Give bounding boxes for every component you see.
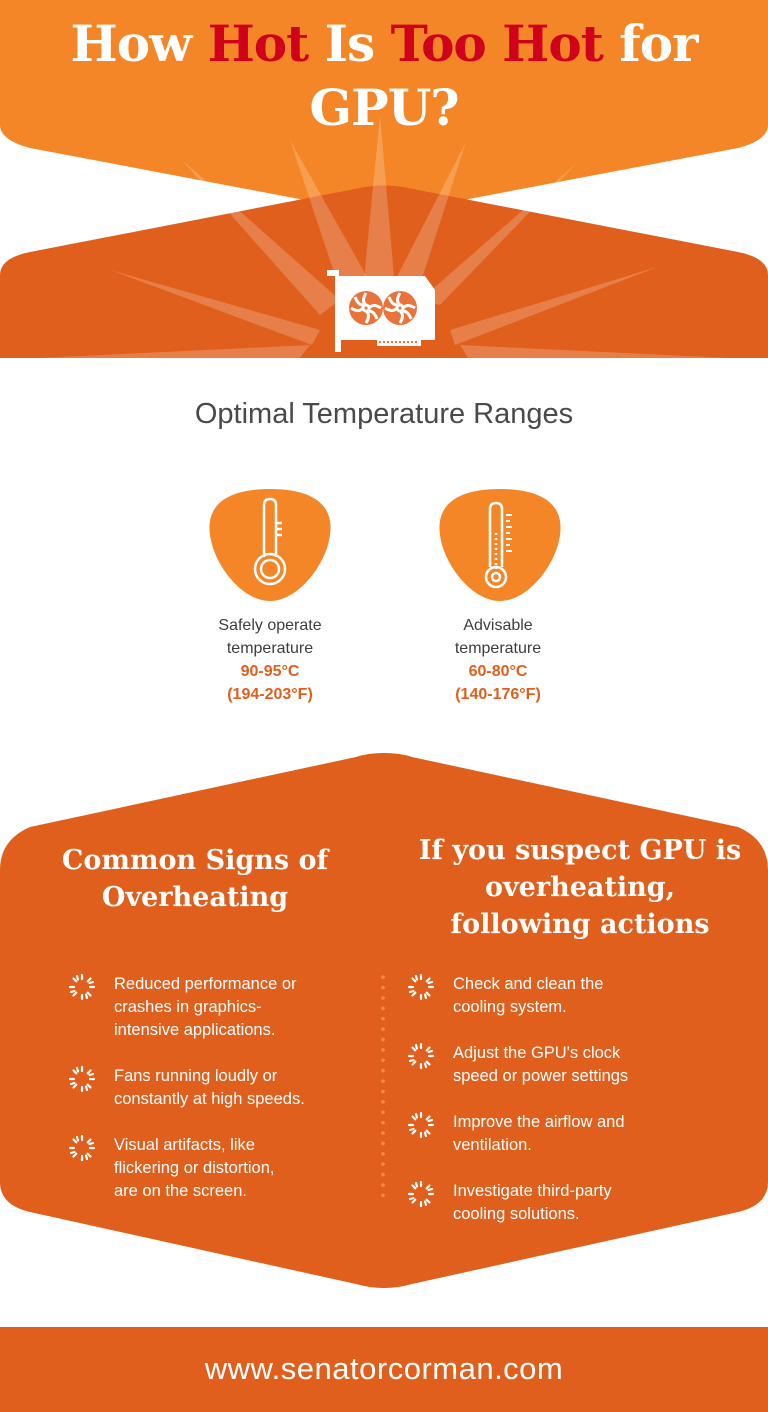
dotted-divider [380,972,386,1200]
range-label: Advisable [463,617,533,634]
optimal-temperature-heading: Optimal Temperature Ranges [194,398,574,430]
title-word: How [70,14,208,73]
list-item: Visual artifacts, like flickering or dis… [64,1134,364,1203]
spinner-icon [407,1111,435,1139]
spinner-icon [68,1134,96,1162]
heading-line: overheating, [484,872,676,903]
footer: www.senatorcorman.com [0,1327,768,1412]
range-celsius: 90-95°C [240,663,300,680]
actions-list: Check and clean the cooling system. Adju… [403,973,723,1226]
website-link[interactable]: www.senatorcorman.com [204,1351,564,1386]
signs-list: Reduced performance or crashes in graphi… [64,973,364,1203]
item-text: constantly at high speeds. [114,1090,305,1108]
item-text: Check and clean the [453,975,604,993]
title-highlight: Hot [207,14,310,73]
heading-line: If you suspect GPU is [418,835,742,866]
list-item: Fans running loudly or constantly at hig… [64,1065,364,1111]
title-word: for [602,14,698,73]
item-text: intensive applications. [114,1021,276,1039]
range-label: Safely operate [218,617,322,634]
thermometer-icon [253,497,287,586]
item-text: Reduced performance or [114,975,297,993]
spinner-icon [407,1042,435,1070]
item-text: flickering or distortion, [114,1159,275,1177]
advisable-temperature-badge [439,489,561,601]
icon-banner-shape [0,185,768,358]
title-highlight: Too Hot [390,14,604,73]
list-item: Investigate third-party cooling solution… [403,1180,723,1226]
item-text: speed or power settings [453,1067,629,1085]
list-item: Improve the airflow and ventilation. [403,1111,723,1157]
range-fahrenheit: (140-176°F) [455,686,541,703]
advisable-temperature-range: Advisable temperature 60-80°C (140-176°F… [398,614,598,706]
item-text: Visual artifacts, like [114,1136,255,1154]
list-item: Check and clean the cooling system. [403,973,723,1019]
actions-heading: If you suspect GPU is overheating, follo… [400,832,760,943]
item-text: Investigate third-party [453,1182,612,1200]
top-banner-shape [0,0,768,215]
safe-temperature-range: Safely operate temperature 90-95°C (194-… [170,614,370,706]
list-item: Reduced performance or crashes in graphi… [64,973,364,1042]
item-text: Adjust the GPU's clock [453,1044,621,1062]
title-word: GPU? [309,78,459,137]
heading-line: Overheating [101,882,289,913]
spinner-icon [407,973,435,1001]
heading-line: following actions [450,909,710,940]
list-item: Adjust the GPU's clock speed or power se… [403,1042,723,1088]
range-label: temperature [454,640,542,657]
item-text: crashes in graphics- [114,998,262,1016]
safe-temperature-badge [209,489,331,601]
range-fahrenheit: (194-203°F) [227,686,313,703]
burst-rays [40,115,728,358]
spinner-icon [68,1065,96,1093]
item-text: Improve the airflow and [453,1113,625,1131]
graphics-card-icon [327,270,435,352]
page-title: How Hot Is Too Hot for GPU? [0,12,768,140]
heading-line: Common Signs of [61,845,329,876]
title-word: Is [308,14,391,73]
thermometer-scale-icon [484,501,512,589]
item-text: cooling system. [453,998,567,1016]
item-text: Fans running loudly or [114,1067,278,1085]
item-text: ventilation. [453,1136,532,1154]
range-label: temperature [226,640,314,657]
spinner-icon [68,973,96,1001]
range-celsius: 60-80°C [468,663,528,680]
spinner-icon [407,1180,435,1208]
signs-heading: Common Signs of Overheating [30,842,360,916]
item-text: are on the screen. [114,1182,247,1200]
item-text: cooling solutions. [453,1205,580,1223]
